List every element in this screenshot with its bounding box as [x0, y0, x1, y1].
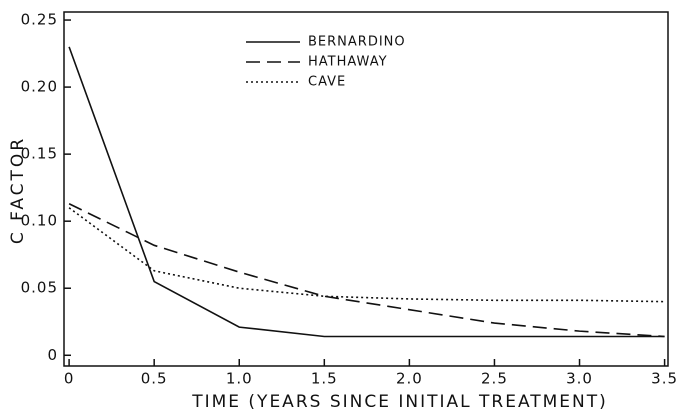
x-tick-label: 3.5 — [651, 370, 678, 388]
x-tick-label: 3.0 — [566, 370, 593, 388]
x-tick-label: 1.0 — [226, 370, 253, 388]
plot-frame — [63, 11, 669, 367]
y-tick-label: 0.10 — [21, 212, 58, 230]
legend-label: CAVE — [308, 75, 346, 90]
data-line — [68, 207, 665, 303]
x-tick-label: 2.5 — [481, 370, 508, 388]
x-tick-label: 2.0 — [396, 370, 423, 388]
x-tick-label: 0 — [64, 370, 75, 388]
y-tick-label: 0.05 — [21, 279, 58, 297]
x-tick-label: 1.5 — [311, 370, 338, 388]
y-tick-label: 0.20 — [21, 78, 58, 96]
x-axis-label: TIME (YEARS SINCE INITIAL TREATMENT) — [191, 392, 608, 412]
data-line — [68, 46, 665, 338]
y-tick-label: 0 — [47, 346, 58, 364]
legend-label: HATHAWAY — [308, 55, 388, 70]
y-tick-label: 0.25 — [21, 11, 58, 29]
legend-label: BERNARDINO — [308, 35, 406, 50]
data-line — [68, 203, 665, 338]
x-tick-label: 0.5 — [141, 370, 168, 388]
y-tick-label: 0.15 — [21, 145, 58, 163]
y-axis-label: C FACTOR — [8, 136, 28, 244]
